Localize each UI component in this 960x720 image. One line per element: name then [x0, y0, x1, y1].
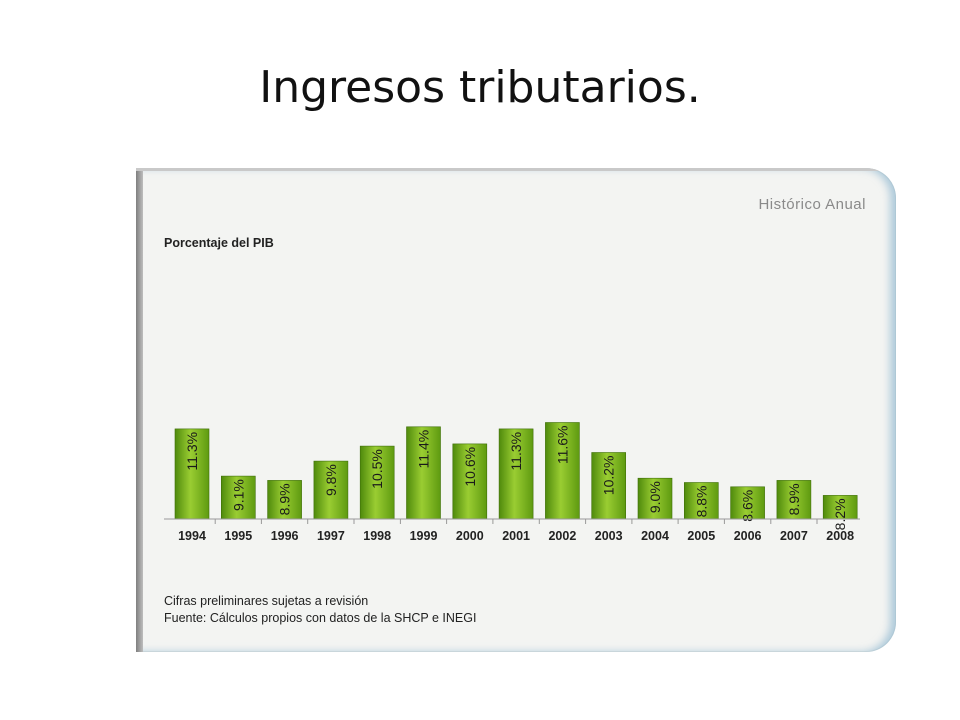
x-tick-label-1996: 1996	[271, 529, 299, 543]
value-label-2001: 11.3%	[508, 432, 524, 471]
bar-1996	[267, 480, 302, 520]
x-tick-label-2008: 2008	[826, 529, 854, 543]
chart-panel: Histórico Anual Porcentaje del PIB 11.3%…	[136, 168, 896, 652]
bar-chart: 11.3% 9.1% 8.9% 9.8% 10.5% 11.4% 10.6% 11.3% 11.…	[164, 422, 860, 543]
value-label-2007: 8.9%	[786, 483, 802, 515]
bar-2005	[683, 482, 719, 520]
x-tick-label-2002: 2002	[548, 529, 576, 543]
bars-group: 11.3% 9.1% 8.9% 9.8% 10.5% 11.4% 10.6% 11.3% 11.…	[174, 422, 858, 530]
value-label-1995: 9.1%	[230, 479, 246, 511]
bar-1997	[313, 460, 349, 520]
x-tick-label-2006: 2006	[734, 529, 762, 543]
footnote-source: Fuente: Cálculos propios con datos de la…	[164, 611, 477, 625]
value-label-1998: 10.5%	[369, 449, 385, 489]
value-label-2006: 8.6%	[740, 490, 756, 522]
value-label-1994: 11.3%	[184, 432, 200, 471]
x-tick-label-1999: 1999	[410, 529, 438, 543]
value-label-2008: 8.2%	[832, 498, 848, 530]
value-label-1997: 9.8%	[323, 464, 339, 496]
x-tick-label-2003: 2003	[595, 529, 623, 543]
x-tick-label-2000: 2000	[456, 529, 484, 543]
value-label-1996: 8.9%	[277, 483, 293, 515]
panel-left-border	[136, 168, 143, 652]
x-tick-label-2005: 2005	[687, 529, 715, 543]
x-ticks-group: 1994 1995 1996 1997 1998 1999 2000 2001 2002 2003…	[178, 519, 854, 543]
y-axis-label: Porcentaje del PIB	[164, 236, 274, 250]
x-tick-label-1998: 1998	[363, 529, 391, 543]
x-tick-label-1994: 1994	[178, 529, 206, 543]
value-label-2000: 10.6%	[462, 447, 478, 487]
bar-1998	[359, 445, 395, 520]
value-label-2002: 11.6%	[554, 426, 570, 465]
chart-title: Histórico Anual	[758, 196, 866, 213]
value-label-2005: 8.8%	[693, 486, 709, 518]
bar-2003	[591, 452, 627, 520]
value-label-2003: 10.2%	[601, 456, 617, 496]
x-tick-label-2001: 2001	[502, 529, 530, 543]
bar-1999	[406, 426, 441, 520]
bar-1994	[174, 428, 210, 520]
value-label-2004: 9.0%	[647, 481, 663, 513]
footnote-preliminary: Cifras preliminares sujetas a revisión	[164, 594, 369, 608]
x-tick-label-2007: 2007	[780, 529, 808, 543]
bar-2001	[498, 428, 534, 520]
slide-title: Ingresos tributarios.	[259, 62, 701, 113]
value-label-1999: 11.4%	[416, 430, 432, 469]
x-tick-label-2004: 2004	[641, 529, 669, 543]
bar-2007	[776, 480, 812, 520]
panel-top-border	[136, 168, 896, 171]
bar-2002	[545, 422, 580, 520]
bar-2000	[452, 443, 488, 520]
bar-2004	[637, 477, 673, 520]
x-tick-label-1995: 1995	[224, 529, 252, 543]
x-tick-label-1997: 1997	[317, 529, 345, 543]
